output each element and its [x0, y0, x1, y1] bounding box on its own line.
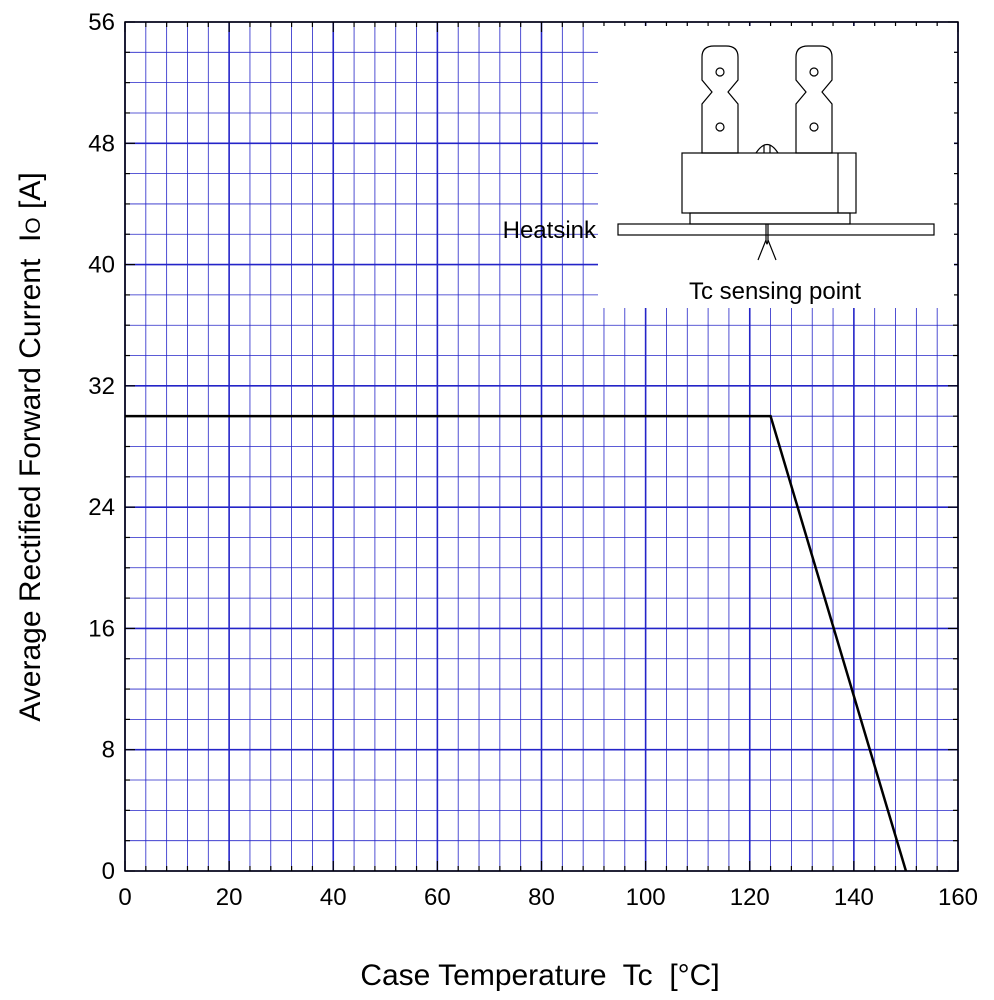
x-tick-label: 160 — [938, 884, 978, 911]
tc-sensor-lead — [757, 224, 777, 261]
right-terminal-hole-top — [809, 67, 819, 77]
grid — [124, 21, 959, 872]
series-line — [125, 414, 908, 872]
y-tick-label: 48 — [88, 130, 115, 157]
axis-ticks: 0 20 40 60 80 100 120 140 160 0 8 16 24 32 40 48 56 — [88, 9, 978, 911]
right-terminal-hole-bottom — [809, 122, 819, 132]
y-tick-label: 8 — [102, 737, 115, 764]
y-tick-label: 16 — [88, 615, 115, 642]
package-drawing — [617, 45, 935, 261]
y-axis-title-main: Average Rectified Forward Current I — [14, 234, 47, 722]
inset-background — [598, 26, 954, 308]
left-terminal — [701, 45, 739, 154]
x-tick-label: 20 — [216, 884, 243, 911]
left-terminal-hole-bottom — [715, 122, 725, 132]
x-tick-label: 40 — [320, 884, 347, 911]
y-tick-label: 0 — [102, 858, 115, 885]
x-tick-label: 120 — [730, 884, 770, 911]
heatsink-label: Heatsink — [503, 217, 597, 244]
y-axis-title-subscript: O — [22, 217, 45, 233]
y-axis-title-unit: [A] — [14, 172, 47, 217]
y-tick-label: 24 — [88, 494, 115, 521]
y-tick-label: 32 — [88, 373, 115, 400]
x-tick-label: 140 — [834, 884, 874, 911]
y-axis-title: Average Rectified Forward Current IO [A] — [14, 172, 47, 721]
center-dome — [755, 143, 779, 154]
x-axis-title: Case Temperature Tc [°C] — [360, 959, 719, 992]
left-terminal-hole-top — [715, 67, 725, 77]
y-tick-label: 56 — [88, 9, 115, 36]
x-tick-label: 60 — [424, 884, 451, 911]
heatsink-plate — [617, 223, 935, 236]
package-inset: Heatsink Tc sensing point — [503, 26, 954, 308]
x-tick-label: 80 — [528, 884, 555, 911]
x-tick-label: 0 — [118, 884, 131, 911]
x-tick-label: 100 — [626, 884, 666, 911]
y-tick-label: 40 — [88, 252, 115, 279]
right-terminal — [795, 45, 833, 154]
tc-sensing-point-label: Tc sensing point — [689, 278, 861, 305]
